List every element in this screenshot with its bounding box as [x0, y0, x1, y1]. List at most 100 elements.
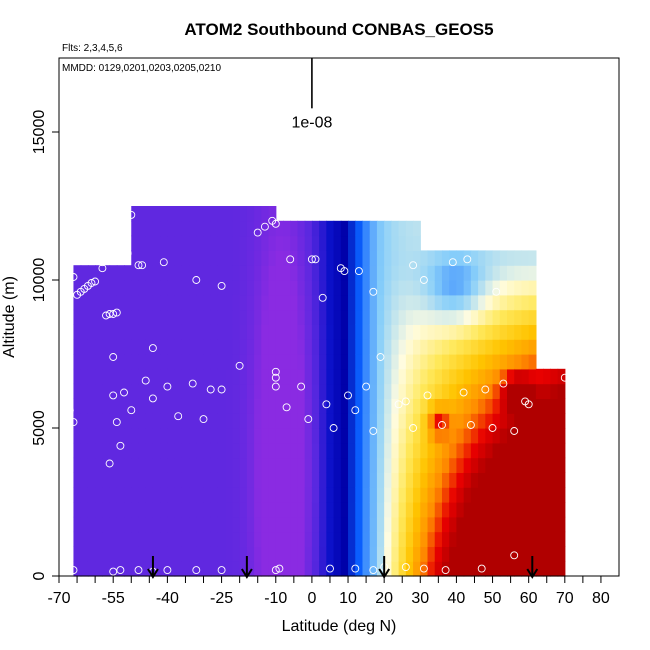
scale-bar: 1e-08 — [291, 58, 332, 131]
heatmap-cell — [463, 250, 472, 266]
heatmap-cell — [210, 206, 219, 222]
heatmap-cell — [217, 368, 226, 385]
heatmap-cell — [203, 265, 212, 281]
heatmap-cell — [225, 531, 234, 547]
heatmap-cell — [326, 309, 335, 325]
heatmap-cell — [311, 487, 320, 503]
heatmap-cell — [362, 383, 371, 399]
observation-point — [87, 279, 96, 287]
heatmap-cell — [189, 383, 197, 399]
heatmap-cell — [210, 457, 219, 473]
observation-point — [69, 418, 78, 427]
heatmap-cell — [160, 442, 168, 459]
heatmap-cell — [225, 413, 234, 429]
observation-point — [174, 412, 183, 421]
observation-point — [466, 421, 475, 429]
heatmap-cell — [138, 309, 147, 325]
heatmap-cell — [311, 413, 320, 429]
y-tick-label: 0 — [31, 571, 48, 580]
heatmap-cell — [225, 206, 234, 222]
heatmap-cell — [196, 516, 205, 533]
heatmap-cell — [95, 339, 103, 355]
heatmap-cell — [427, 265, 436, 281]
heatmap-cell — [239, 561, 248, 577]
heatmap-cell — [340, 413, 349, 429]
heatmap-cell — [124, 398, 132, 414]
heatmap-cell — [283, 383, 291, 399]
latitude-arrow-head — [241, 568, 253, 579]
heatmap-cell — [116, 368, 125, 385]
heatmap-cell — [145, 250, 154, 266]
heatmap-cell — [304, 235, 313, 251]
heatmap-cell — [463, 383, 472, 399]
heatmap-cell — [73, 265, 82, 281]
heatmap-cell — [304, 428, 313, 444]
heatmap-cell — [514, 309, 523, 325]
heatmap-cell — [217, 220, 226, 237]
heatmap-cell — [275, 502, 284, 518]
heatmap-cell — [492, 250, 501, 266]
heatmap-cell — [492, 516, 501, 533]
heatmap-cell — [528, 546, 537, 562]
heatmap-cell — [333, 442, 342, 459]
heatmap-cell — [326, 561, 335, 577]
heatmap-cell — [246, 457, 255, 473]
heatmap-cell — [485, 294, 494, 311]
heatmap-cell — [87, 354, 96, 370]
heatmap-cell — [152, 487, 161, 503]
heatmap-cell — [203, 502, 212, 518]
heatmap-cell — [369, 413, 378, 429]
heatmap-cell — [181, 280, 190, 296]
heatmap-cell — [73, 398, 82, 414]
heatmap-cell — [181, 354, 190, 370]
heatmap-cell — [340, 324, 349, 340]
heatmap-cell — [73, 428, 82, 444]
heatmap-cell — [109, 428, 118, 444]
heatmap-cell — [441, 561, 450, 577]
heatmap-cell — [239, 457, 248, 473]
heatmap-cell — [369, 354, 378, 370]
heatmap-cell — [232, 502, 241, 518]
heatmap-cell — [181, 235, 190, 251]
heatmap-cell — [167, 546, 176, 562]
heatmap-cell — [232, 413, 241, 429]
heatmap-cell — [102, 428, 111, 444]
heatmap-cell — [283, 324, 291, 340]
heatmap-cell — [441, 324, 450, 340]
heatmap-cell — [95, 546, 103, 562]
heatmap-cell — [297, 428, 306, 444]
observation-point — [329, 424, 338, 432]
heatmap-cell — [319, 235, 327, 251]
observation-point — [271, 373, 280, 382]
heatmap-cell — [550, 487, 559, 503]
heatmap-cell — [470, 250, 479, 266]
heatmap-cell — [246, 280, 255, 296]
heatmap-cell — [398, 235, 407, 251]
heatmap-cell — [420, 265, 429, 281]
heatmap-cell — [470, 428, 479, 444]
heatmap-cell — [420, 561, 429, 577]
y-tick-label: 10000 — [31, 258, 48, 303]
heatmap-cell — [210, 265, 219, 281]
heatmap-cell — [528, 309, 537, 325]
heatmap-cell — [456, 294, 465, 311]
heatmap-cell — [319, 280, 327, 296]
heatmap-cell — [95, 413, 103, 429]
heatmap-cell — [232, 398, 241, 414]
heatmap-cell — [131, 531, 140, 547]
heatmap-cell — [261, 457, 270, 473]
heatmap-cell — [420, 339, 429, 355]
heatmap-cell — [478, 561, 486, 577]
heatmap-cell — [391, 546, 400, 562]
heatmap-cell — [384, 383, 392, 399]
heatmap-cell — [174, 383, 183, 399]
heatmap-cell — [384, 354, 392, 370]
heatmap-cell — [174, 398, 183, 414]
heatmap-cell — [333, 398, 342, 414]
heatmap-cell — [557, 487, 566, 503]
heatmap-cell — [196, 531, 205, 547]
heatmap-cell — [319, 546, 327, 562]
x-tick-label: -10 — [264, 590, 287, 607]
heatmap-cell — [174, 265, 183, 281]
heatmap-cell — [304, 354, 313, 370]
